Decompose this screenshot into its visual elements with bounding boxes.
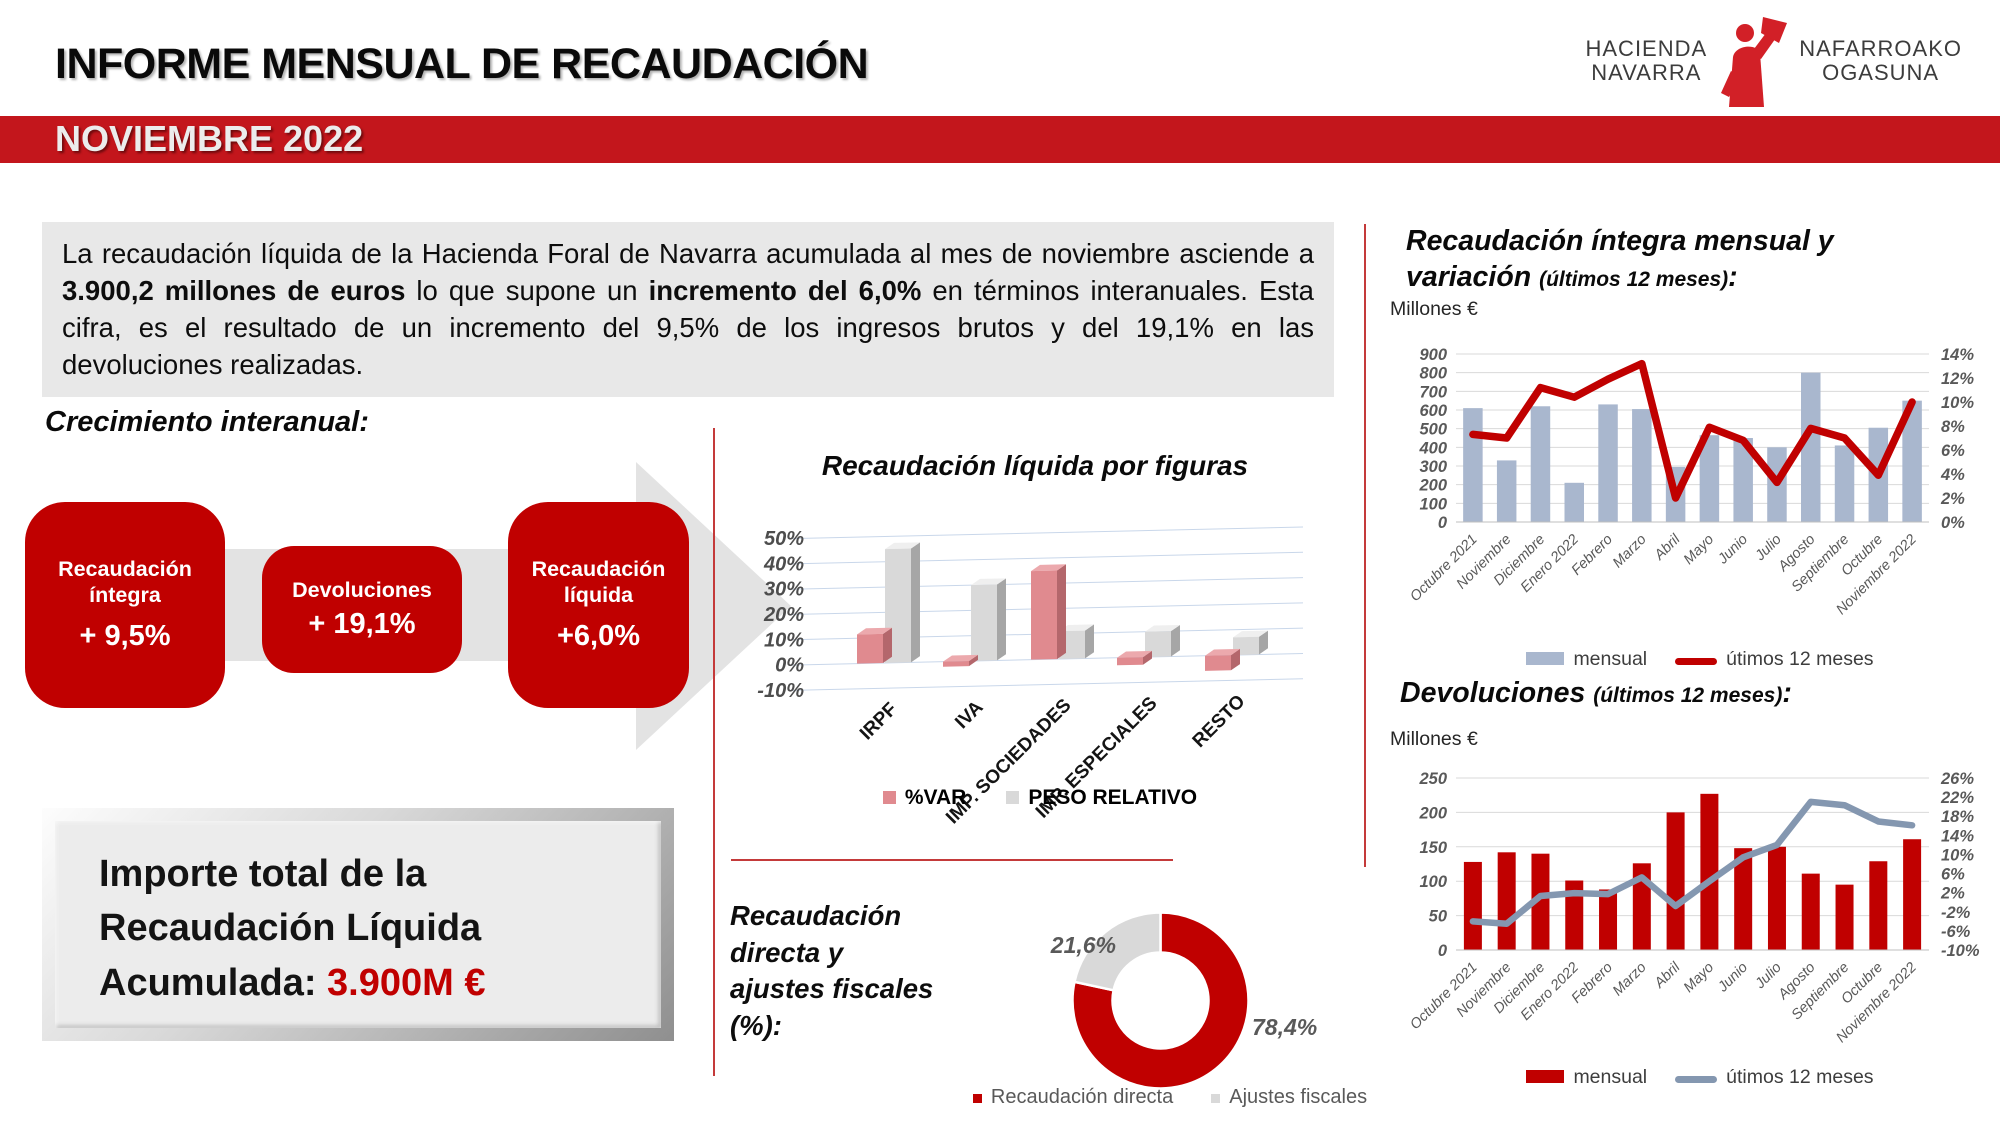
integra-bar-swatch bbox=[1526, 652, 1565, 665]
hacienda-navarra-emblem-icon bbox=[1721, 17, 1788, 107]
svg-text:600: 600 bbox=[1419, 402, 1447, 420]
divider-middle-horizontal bbox=[731, 859, 1173, 861]
donut-chart bbox=[1071, 911, 1250, 1090]
svg-text:500: 500 bbox=[1419, 421, 1447, 439]
month-banner-label: NOVIEMBRE 2022 bbox=[55, 118, 364, 159]
logo-text-left: HACIENDA NAVARRA bbox=[1585, 36, 1708, 85]
svg-text:30%: 30% bbox=[764, 579, 804, 601]
svg-text:4%: 4% bbox=[1940, 466, 1965, 484]
devoluciones-legend: mensual útimos 12 meses bbox=[1470, 1066, 1930, 1089]
svg-text:Mayo: Mayo bbox=[1681, 960, 1717, 996]
peso-swatch bbox=[1006, 791, 1020, 804]
svg-text:50%: 50% bbox=[764, 528, 804, 550]
svg-text:IVA: IVA bbox=[951, 697, 987, 733]
growth-heading: Crecimiento interanual: bbox=[45, 406, 369, 438]
svg-text:100: 100 bbox=[1419, 495, 1447, 513]
svg-text:Abril: Abril bbox=[1651, 531, 1684, 564]
svg-text:10%: 10% bbox=[1941, 394, 1974, 412]
svg-text:200: 200 bbox=[1418, 477, 1447, 495]
svg-text:150: 150 bbox=[1419, 839, 1447, 857]
integra-line-swatch bbox=[1675, 658, 1718, 665]
svg-text:50: 50 bbox=[1429, 908, 1448, 926]
total-amount-value: 3.900M € bbox=[327, 961, 486, 1004]
svg-text:14%: 14% bbox=[1941, 346, 1974, 364]
growth-box-integra: Recaudación íntegra + 9,5% bbox=[25, 502, 225, 708]
svg-text:26%: 26% bbox=[1940, 770, 1974, 788]
intro-paragraph: La recaudación líquida de la Hacienda Fo… bbox=[42, 222, 1334, 398]
svg-text:Marzo: Marzo bbox=[1610, 532, 1650, 572]
svg-text:Abril: Abril bbox=[1651, 959, 1684, 992]
total-amount-bold: 3.900,2 millones de euros bbox=[62, 274, 406, 306]
donut-label-ajustes: 21,6% bbox=[1050, 932, 1116, 958]
svg-text:0%: 0% bbox=[775, 655, 804, 677]
svg-text:22%: 22% bbox=[1940, 789, 1974, 807]
svg-text:10%: 10% bbox=[764, 629, 804, 651]
svg-text:Junio: Junio bbox=[1714, 960, 1751, 997]
donut-label-directa: 78,4% bbox=[1252, 1014, 1318, 1040]
growth-box-devoluciones: Devoluciones + 19,1% bbox=[262, 546, 462, 673]
svg-text:RESTO: RESTO bbox=[1189, 691, 1250, 752]
svg-text:20%: 20% bbox=[763, 604, 804, 626]
svg-text:400: 400 bbox=[1418, 439, 1447, 457]
total-amount-box: Importe total de la Recaudación Líquida … bbox=[42, 808, 674, 1041]
svg-text:6%: 6% bbox=[1941, 866, 1965, 884]
svg-text:250: 250 bbox=[1418, 770, 1447, 788]
svg-text:10%: 10% bbox=[1941, 846, 1974, 864]
svg-text:14%: 14% bbox=[1941, 827, 1974, 845]
integra-legend: mensual útimos 12 meses bbox=[1470, 648, 1930, 671]
svg-text:Marzo: Marzo bbox=[1610, 960, 1650, 1000]
svg-text:2%: 2% bbox=[1940, 885, 1965, 903]
page-title: INFORME MENSUAL DE RECAUDACIÓN bbox=[55, 40, 869, 88]
donut-legend: Recaudación directa Ajustes fiscales bbox=[960, 1086, 1380, 1109]
integra-chart-title: Recaudación íntegra mensual y variación … bbox=[1406, 225, 1834, 293]
svg-text:8%: 8% bbox=[1941, 418, 1965, 436]
svg-text:Junio: Junio bbox=[1714, 532, 1751, 569]
directa-swatch bbox=[972, 1094, 982, 1103]
devoluciones-combo-chart: 0 50 100 150 200 250 -10%-6%-2%2%6% 10%14%18%22… bbox=[1407, 770, 1980, 1046]
logo-text-right: NAFARROAKO OGASUNA bbox=[1799, 36, 1962, 85]
svg-text:300: 300 bbox=[1419, 458, 1447, 476]
divider-right-vertical bbox=[1364, 224, 1366, 867]
svg-text:2%: 2% bbox=[1940, 490, 1965, 508]
hacienda-navarra-logo: HACIENDA NAVARRA NAFARROAKO OGASUNA bbox=[1586, 10, 1963, 112]
svg-text:40%: 40% bbox=[763, 553, 804, 575]
svg-text:Mayo: Mayo bbox=[1681, 532, 1717, 568]
svg-text:-2%: -2% bbox=[1941, 904, 1971, 922]
svg-text:100: 100 bbox=[1419, 873, 1447, 891]
figuras-chart-title: Recaudación líquida por figuras bbox=[821, 450, 1249, 481]
svg-text:-10%: -10% bbox=[1941, 942, 1980, 960]
svg-text:0%: 0% bbox=[1941, 514, 1965, 532]
integra-unit-label: Millones € bbox=[1390, 298, 1478, 320]
devoluciones-chart-title: Devoluciones (últimos 12 meses): bbox=[1400, 677, 1792, 709]
devoluciones-unit-label: Millones € bbox=[1390, 728, 1478, 750]
ajustes-swatch bbox=[1211, 1094, 1221, 1103]
svg-text:-6%: -6% bbox=[1941, 923, 1971, 941]
devoluciones-line-swatch bbox=[1675, 1076, 1718, 1083]
svg-text:0: 0 bbox=[1438, 942, 1448, 960]
month-banner bbox=[0, 116, 2000, 163]
devoluciones-bar-swatch bbox=[1526, 1070, 1565, 1083]
divider-left-vertical bbox=[713, 428, 715, 1076]
svg-text:18%: 18% bbox=[1941, 808, 1974, 826]
svg-text:200: 200 bbox=[1418, 804, 1447, 822]
var-swatch bbox=[882, 791, 896, 804]
svg-text:6%: 6% bbox=[1941, 442, 1965, 460]
increment-bold: incremento del 6,0% bbox=[648, 274, 922, 306]
svg-text:-10%: -10% bbox=[757, 680, 804, 702]
svg-text:900: 900 bbox=[1419, 346, 1447, 364]
donut-chart-title: Recaudación directa y ajustes fiscales (… bbox=[730, 900, 934, 1041]
svg-text:800: 800 bbox=[1419, 365, 1447, 383]
figuras-legend: %VAR PESO RELATIVO bbox=[820, 786, 1260, 810]
svg-text:IRPF: IRPF bbox=[856, 699, 901, 744]
svg-text:700: 700 bbox=[1419, 383, 1447, 401]
svg-text:0: 0 bbox=[1438, 514, 1448, 532]
growth-box-liquida: Recaudación líquida +6,0% bbox=[508, 502, 689, 708]
svg-text:12%: 12% bbox=[1941, 370, 1974, 388]
